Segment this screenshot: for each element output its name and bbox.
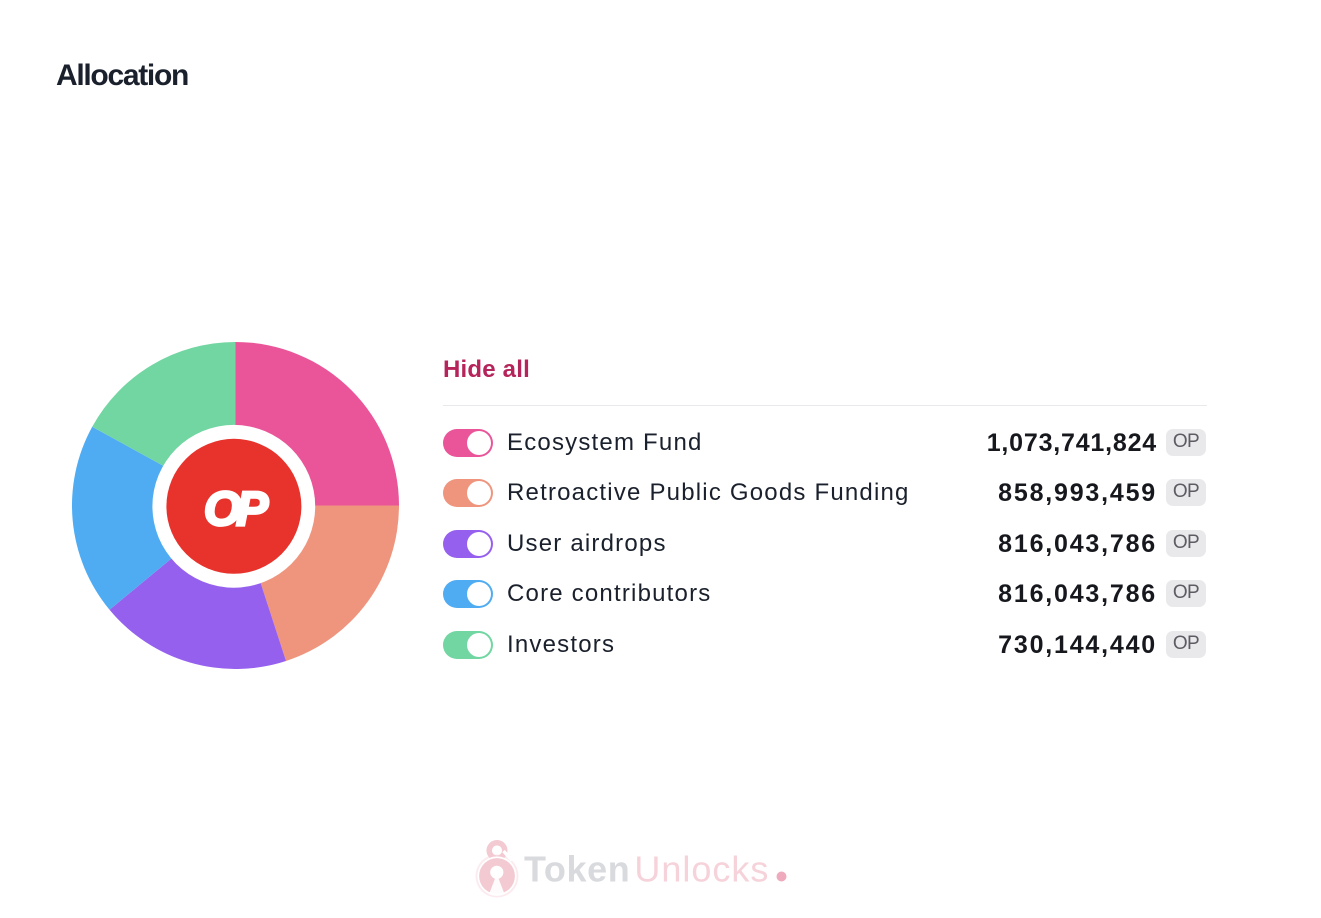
svg-text:Unlocks: Unlocks — [634, 848, 769, 889]
svg-text:OP: OP — [204, 483, 269, 536]
svg-text:Token: Token — [524, 848, 630, 889]
